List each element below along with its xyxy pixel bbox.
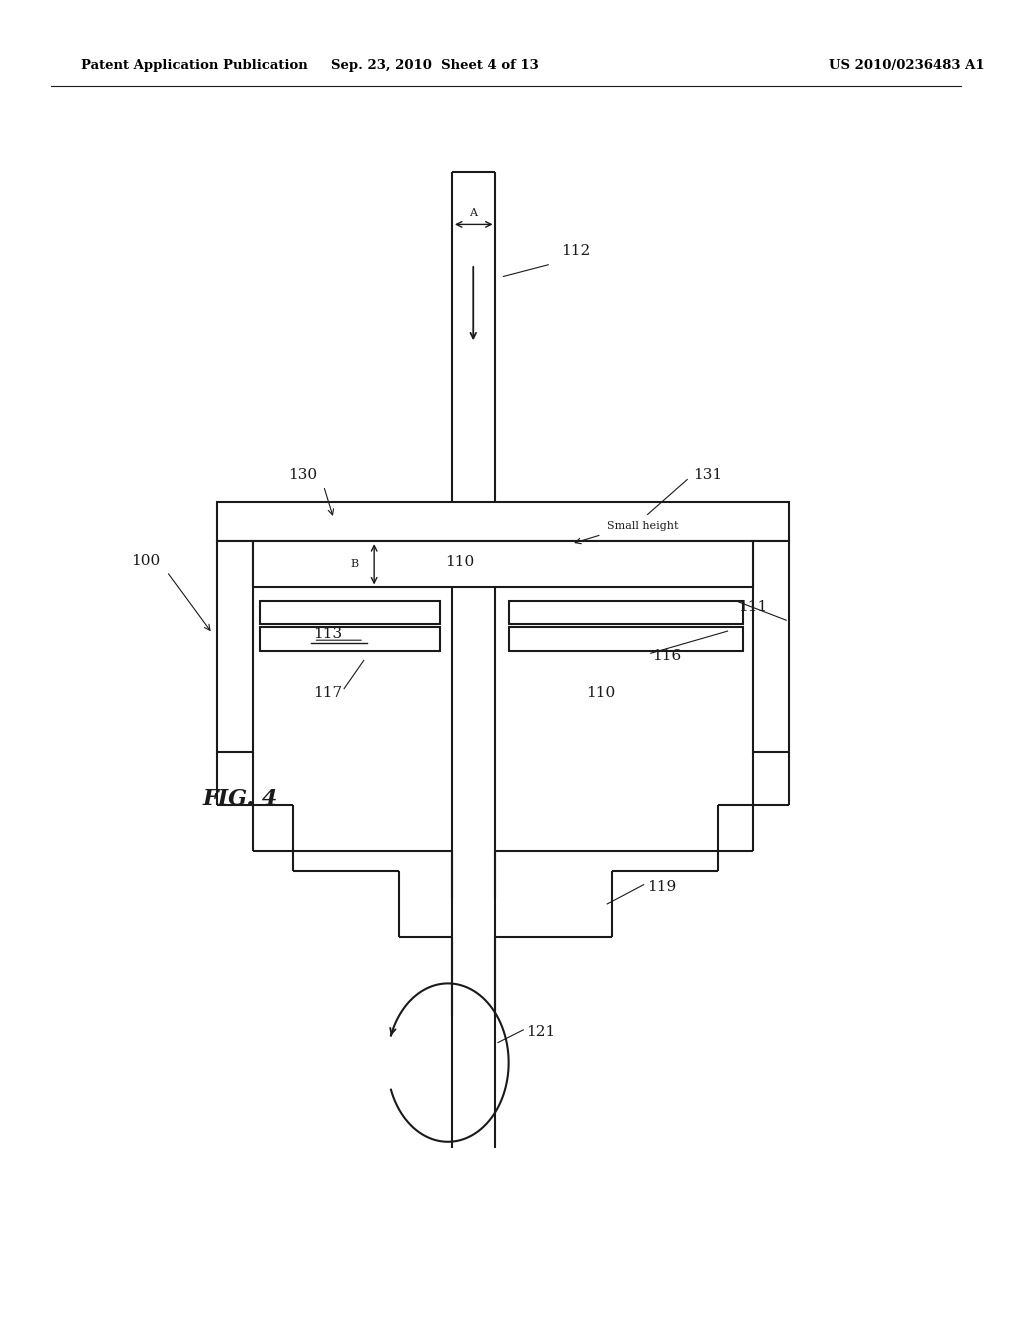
Text: 112: 112 — [561, 244, 591, 257]
Text: US 2010/0236483 A1: US 2010/0236483 A1 — [829, 59, 985, 73]
Text: 131: 131 — [692, 469, 722, 482]
Text: B: B — [351, 560, 359, 569]
Text: 113: 113 — [313, 627, 343, 640]
Text: 130: 130 — [288, 469, 317, 482]
Text: 116: 116 — [652, 649, 682, 663]
FancyBboxPatch shape — [260, 601, 440, 624]
Text: Small height: Small height — [607, 520, 678, 531]
FancyBboxPatch shape — [260, 627, 440, 651]
FancyBboxPatch shape — [253, 541, 754, 587]
Text: 111: 111 — [738, 601, 767, 614]
FancyBboxPatch shape — [509, 601, 743, 624]
Text: 100: 100 — [131, 554, 161, 568]
Text: Sep. 23, 2010  Sheet 4 of 13: Sep. 23, 2010 Sheet 4 of 13 — [331, 59, 539, 73]
FancyBboxPatch shape — [217, 502, 788, 541]
Text: 117: 117 — [313, 686, 343, 700]
Text: 119: 119 — [647, 880, 677, 894]
Text: FIG. 4: FIG. 4 — [203, 788, 278, 809]
FancyBboxPatch shape — [754, 541, 788, 752]
Text: Patent Application Publication: Patent Application Publication — [81, 59, 307, 73]
Text: 110: 110 — [587, 686, 615, 700]
Text: 110: 110 — [445, 556, 474, 569]
FancyBboxPatch shape — [509, 627, 743, 651]
Text: A: A — [469, 207, 477, 218]
Text: 121: 121 — [526, 1026, 555, 1039]
FancyBboxPatch shape — [217, 541, 253, 752]
